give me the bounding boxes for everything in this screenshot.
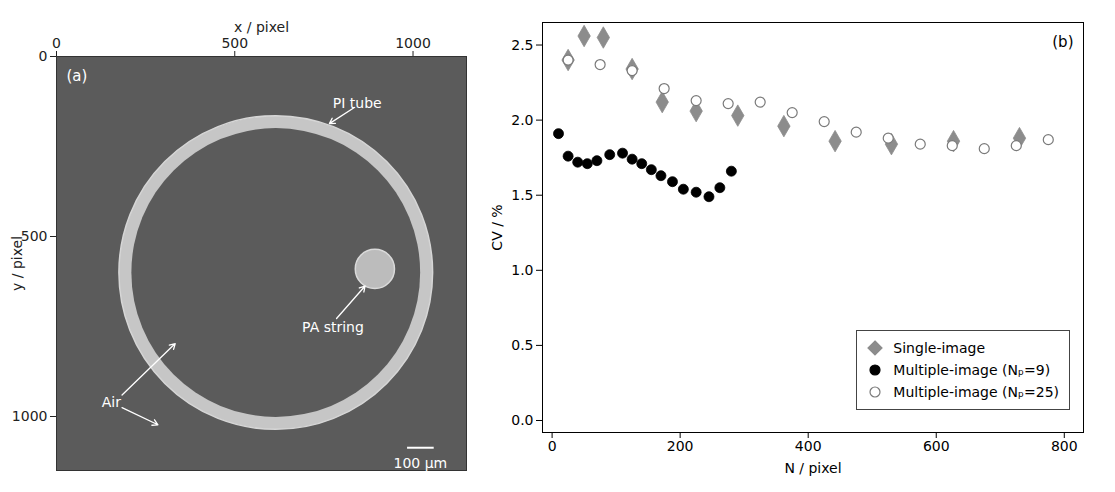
svg-text:PI tube: PI tube [333,95,382,111]
svg-text:500: 500 [221,35,248,51]
svg-text:1.5: 1.5 [511,187,533,203]
svg-text:600: 600 [923,438,950,454]
svg-text:800: 800 [1051,438,1078,454]
svg-text:2.5: 2.5 [511,37,533,53]
html-text:Multiple-image (Nₚ=25): Multiple-image (Nₚ=25) [893,384,1059,400]
svg-text:100 µm: 100 µm [394,455,448,471]
svg-text:Air: Air [102,394,121,410]
svg-text:500: 500 [20,228,48,244]
svg-text:CV / %: CV / % [489,204,505,250]
svg-text:PA string: PA string [302,319,364,335]
svg-text:0: 0 [548,438,557,454]
svg-text:0: 0 [52,35,61,51]
svg-text:2.0: 2.0 [511,112,533,128]
svg-text:0: 0 [39,48,48,64]
svg-text:400: 400 [795,438,822,454]
html-text:Single-image: Single-image [893,340,985,356]
svg-text:0.0: 0.0 [511,412,533,428]
svg-text:N / pixel: N / pixel [784,460,841,476]
svg-text:1000: 1000 [12,408,48,424]
svg-text:(a): (a) [67,67,88,85]
svg-text:200: 200 [667,438,694,454]
svg-text:0.5: 0.5 [511,337,533,353]
html-text:Multiple-image (Nₚ=9): Multiple-image (Nₚ=9) [893,362,1051,378]
svg-text:(b): (b) [1052,33,1073,51]
svg-text:1000: 1000 [395,35,431,51]
svg-text:1.0: 1.0 [511,262,533,278]
svg-text:y / pixel: y / pixel [9,236,25,291]
svg-text:x / pixel: x / pixel [234,19,289,35]
